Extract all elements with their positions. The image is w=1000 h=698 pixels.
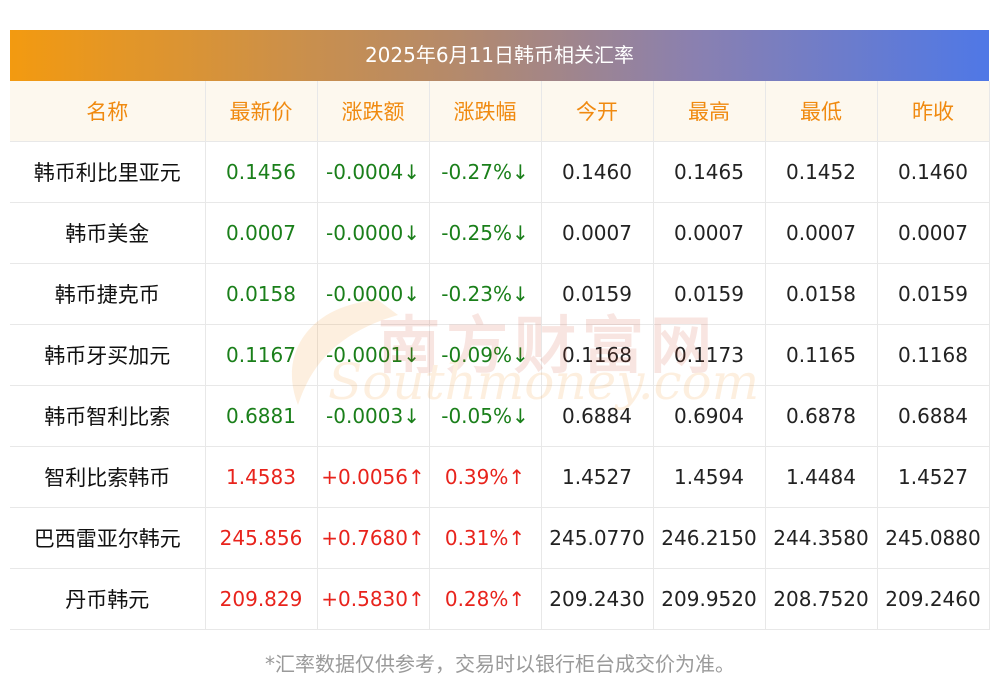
cell-change: -0.0003↓ xyxy=(317,385,430,447)
cell-open: 0.0159 xyxy=(541,263,654,325)
rates-table: 名称 最新价 涨跌额 涨跌幅 今开 最高 最低 昨收 韩币利比里亚元 0.1456… xyxy=(10,81,990,630)
cell-latest: 0.1167 xyxy=(205,324,318,386)
cell-change: -0.0001↓ xyxy=(317,324,430,386)
cell-name: 韩币智利比索 xyxy=(10,385,206,447)
cell-change: +0.5830↑ xyxy=(317,568,430,630)
cell-name: 韩币美金 xyxy=(10,202,206,264)
header-high: 最高 xyxy=(653,81,766,142)
disclaimer-note: *汇率数据仅供参考，交易时以银行柜台成交价为准。 xyxy=(265,652,735,676)
cell-low: 1.4484 xyxy=(765,446,878,508)
cell-change-pct: 0.39%↑ xyxy=(429,446,542,508)
cell-change-pct: 0.28%↑ xyxy=(429,568,542,630)
table-row: 韩币美金 0.0007 -0.0000↓ -0.25%↓ 0.0007 0.0007 0.0… xyxy=(10,202,990,264)
cell-latest: 245.856 xyxy=(205,507,318,569)
cell-high: 0.1173 xyxy=(653,324,766,386)
cell-prev-close: 245.0880 xyxy=(877,507,990,569)
table-row: 韩币智利比索 0.6881 -0.0003↓ -0.05%↓ 0.6884 0.6904 0… xyxy=(10,385,990,447)
cell-change-pct: -0.09%↓ xyxy=(429,324,542,386)
cell-open: 0.1460 xyxy=(541,141,654,203)
cell-low: 0.6878 xyxy=(765,385,878,447)
cell-open: 0.0007 xyxy=(541,202,654,264)
cell-low: 0.0007 xyxy=(765,202,878,264)
cell-high: 209.9520 xyxy=(653,568,766,630)
cell-latest: 1.4583 xyxy=(205,446,318,508)
cell-low: 0.0158 xyxy=(765,263,878,325)
cell-low: 0.1165 xyxy=(765,324,878,386)
cell-prev-close: 0.0159 xyxy=(877,263,990,325)
table-title: 2025年6月11日韩币相关汇率 xyxy=(10,30,989,81)
table-row: 智利比索韩币 1.4583 +0.0056↑ 0.39%↑ 1.4527 1.4594 1.… xyxy=(10,446,990,508)
cell-change: +0.7680↑ xyxy=(317,507,430,569)
header-prev-close: 昨收 xyxy=(877,81,990,142)
cell-prev-close: 209.2460 xyxy=(877,568,990,630)
cell-open: 1.4527 xyxy=(541,446,654,508)
cell-change-pct: 0.31%↑ xyxy=(429,507,542,569)
cell-change-pct: -0.05%↓ xyxy=(429,385,542,447)
cell-high: 1.4594 xyxy=(653,446,766,508)
cell-low: 0.1452 xyxy=(765,141,878,203)
cell-latest: 0.1456 xyxy=(205,141,318,203)
cell-latest: 0.0158 xyxy=(205,263,318,325)
cell-prev-close: 0.1460 xyxy=(877,141,990,203)
cell-high: 0.0159 xyxy=(653,263,766,325)
cell-name: 韩币牙买加元 xyxy=(10,324,206,386)
table-row: 韩币捷克币 0.0158 -0.0000↓ -0.23%↓ 0.0159 0.0159 0.… xyxy=(10,263,990,325)
cell-latest: 0.0007 xyxy=(205,202,318,264)
header-change: 涨跌额 xyxy=(317,81,430,142)
cell-open: 0.1168 xyxy=(541,324,654,386)
header-latest: 最新价 xyxy=(205,81,318,142)
cell-change: -0.0004↓ xyxy=(317,141,430,203)
cell-open: 0.6884 xyxy=(541,385,654,447)
cell-change: -0.0000↓ xyxy=(317,263,430,325)
cell-name: 韩币捷克币 xyxy=(10,263,206,325)
cell-open: 245.0770 xyxy=(541,507,654,569)
cell-prev-close: 0.6884 xyxy=(877,385,990,447)
header-open: 今开 xyxy=(541,81,654,142)
cell-high: 0.0007 xyxy=(653,202,766,264)
cell-prev-close: 0.0007 xyxy=(877,202,990,264)
table-row: 巴西雷亚尔韩元 245.856 +0.7680↑ 0.31%↑ 245.0770 246.… xyxy=(10,507,990,569)
cell-low: 208.7520 xyxy=(765,568,878,630)
cell-open: 209.2430 xyxy=(541,568,654,630)
header-name: 名称 xyxy=(10,81,206,142)
cell-change-pct: -0.27%↓ xyxy=(429,141,542,203)
cell-prev-close: 1.4527 xyxy=(877,446,990,508)
header-change-pct: 涨跌幅 xyxy=(429,81,542,142)
cell-high: 0.6904 xyxy=(653,385,766,447)
header-row: 名称 最新价 涨跌额 涨跌幅 今开 最高 最低 昨收 xyxy=(10,81,990,142)
cell-name: 韩币利比里亚元 xyxy=(10,141,206,203)
cell-change-pct: -0.23%↓ xyxy=(429,263,542,325)
cell-name: 智利比索韩币 xyxy=(10,446,206,508)
table-row: 韩币利比里亚元 0.1456 -0.0004↓ -0.27%↓ 0.1460 0.1465… xyxy=(10,141,990,203)
cell-change-pct: -0.25%↓ xyxy=(429,202,542,264)
cell-latest: 0.6881 xyxy=(205,385,318,447)
cell-change: -0.0000↓ xyxy=(317,202,430,264)
cell-latest: 209.829 xyxy=(205,568,318,630)
table-row: 韩币牙买加元 0.1167 -0.0001↓ -0.09%↓ 0.1168 0.1173 0… xyxy=(10,324,990,386)
cell-name: 丹币韩元 xyxy=(10,568,206,630)
cell-name: 巴西雷亚尔韩元 xyxy=(10,507,206,569)
cell-low: 244.3580 xyxy=(765,507,878,569)
cell-high: 0.1465 xyxy=(653,141,766,203)
table-row: 丹币韩元 209.829 +0.5830↑ 0.28%↑ 209.2430 209.952… xyxy=(10,568,990,630)
cell-high: 246.2150 xyxy=(653,507,766,569)
cell-prev-close: 0.1168 xyxy=(877,324,990,386)
rates-panel: 2025年6月11日韩币相关汇率 名称 最新价 涨跌额 涨跌幅 今开 最高 最低… xyxy=(10,30,990,630)
cell-change: +0.0056↑ xyxy=(317,446,430,508)
header-low: 最低 xyxy=(765,81,878,142)
